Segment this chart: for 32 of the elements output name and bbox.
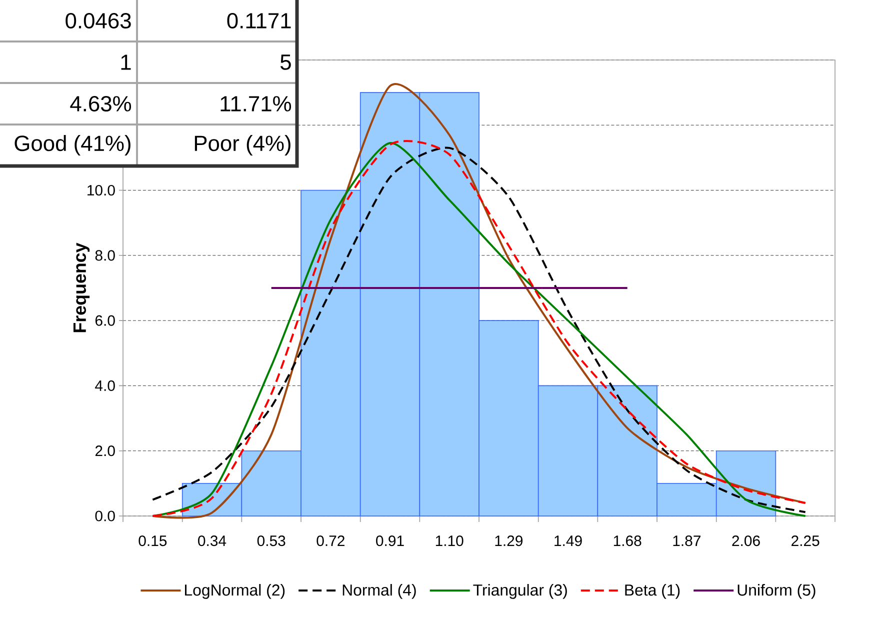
annotation: 11.71% xyxy=(220,96,292,112)
text: 0.1171 xyxy=(227,12,291,28)
y-tick-label: 2.0 xyxy=(95,446,115,456)
y-axis-title: Frequency xyxy=(74,242,90,332)
x-tick-label: 1.29 xyxy=(495,536,522,546)
legend-label: Uniform (5) xyxy=(738,584,816,599)
x-tick-label: 1.49 xyxy=(554,536,582,546)
x-tick-label: 2.06 xyxy=(732,536,760,546)
annotation: 4.63% xyxy=(70,96,132,112)
text: 0.0463 xyxy=(66,12,131,28)
legend-label: Triangular (3) xyxy=(473,584,567,599)
x-tick-label: 1.87 xyxy=(673,536,700,546)
legend-label: Beta (1) xyxy=(625,584,680,599)
annotation: Poor (4%) xyxy=(194,135,290,156)
x-tick-label: 1.68 xyxy=(614,536,642,546)
annotation: 5 xyxy=(280,54,291,70)
x-tick-label: 0.72 xyxy=(316,536,344,546)
y-tick-label: 0.0 xyxy=(95,510,115,522)
x-tick-label: 0.53 xyxy=(257,536,286,546)
x-tick-label: 1.10 xyxy=(436,536,464,546)
y-tick-label: 10.0 xyxy=(88,184,115,196)
x-tick-label: 2.25 xyxy=(792,536,820,546)
annotation: 1 xyxy=(121,54,131,70)
annotation: Good (41%) xyxy=(14,135,130,156)
legend-label: Normal (4) xyxy=(342,584,416,599)
legend-label: LogNormal (2) xyxy=(185,584,285,599)
y-tick-label: 6.0 xyxy=(95,315,115,326)
x-tick-label: 0.91 xyxy=(376,536,404,546)
y-tick-label: 4.0 xyxy=(95,380,115,391)
x-tick-label: 0.15 xyxy=(138,536,167,546)
x-tick-label: 0.34 xyxy=(198,536,226,546)
y-tick-label: 8.0 xyxy=(95,250,115,261)
